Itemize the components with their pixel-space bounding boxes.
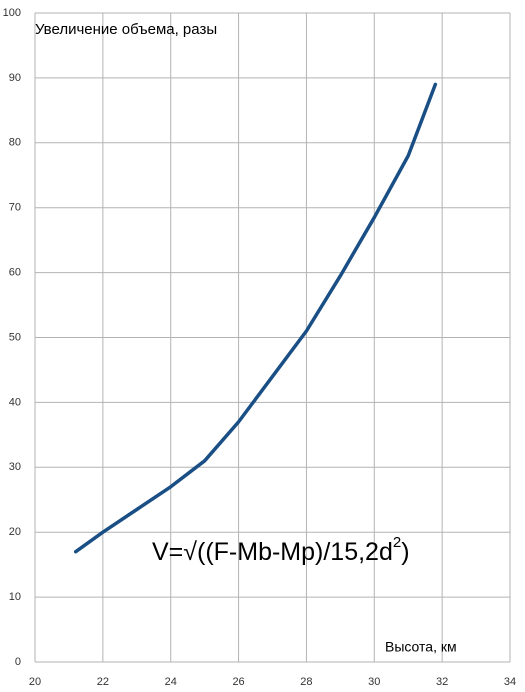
y-tick-label: 0 bbox=[15, 656, 21, 668]
formula: V=√((F-Mb-Mp)/15,2d2) bbox=[152, 534, 410, 566]
chart-title: Увеличение объема, разы bbox=[35, 21, 217, 38]
y-tick-label: 20 bbox=[9, 526, 21, 538]
x-tick-label: 24 bbox=[165, 676, 177, 688]
y-tick-label: 70 bbox=[9, 202, 21, 214]
y-tick-label: 90 bbox=[9, 72, 21, 84]
x-tick-label: 32 bbox=[436, 676, 448, 688]
x-axis-label: Высота, км bbox=[385, 639, 457, 655]
y-tick-label: 30 bbox=[9, 461, 21, 473]
y-tick-label: 10 bbox=[9, 591, 21, 603]
formula-end: ) bbox=[401, 538, 409, 566]
y-tick-label: 100 bbox=[3, 7, 21, 19]
x-tick-label: 30 bbox=[368, 676, 380, 688]
x-tick-label: 34 bbox=[504, 676, 516, 688]
formula-main: V=√((F-Mb-Mp)/15,2d bbox=[152, 538, 393, 566]
y-tick-label: 60 bbox=[9, 267, 21, 279]
x-tick-label: 22 bbox=[97, 676, 109, 688]
y-tick-label: 80 bbox=[9, 137, 21, 149]
x-tick-label: 28 bbox=[300, 676, 312, 688]
x-tick-label: 26 bbox=[232, 676, 244, 688]
data-line bbox=[73, 82, 438, 554]
x-tick-label: 20 bbox=[29, 676, 41, 688]
y-tick-label: 50 bbox=[9, 331, 21, 343]
formula-sup: 2 bbox=[393, 534, 401, 551]
y-tick-label: 40 bbox=[9, 396, 21, 408]
